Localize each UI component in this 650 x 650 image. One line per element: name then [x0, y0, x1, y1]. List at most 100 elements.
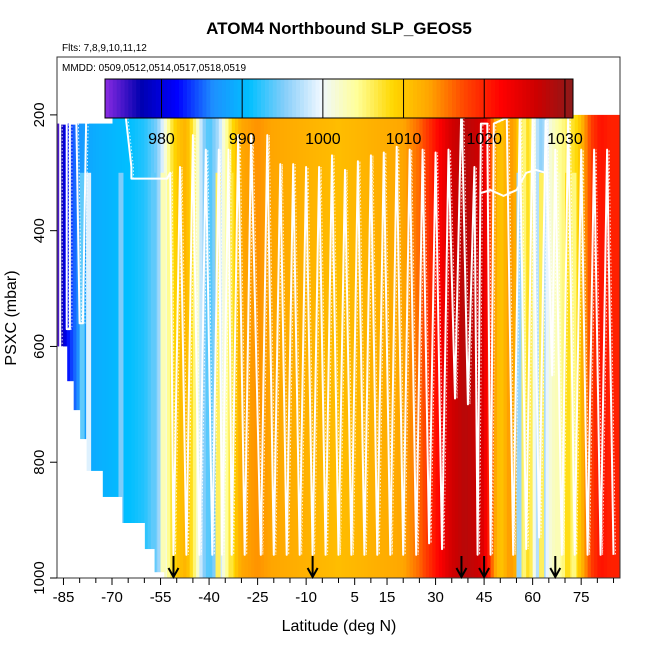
colorbar-segment	[300, 79, 305, 118]
heatmap-cell	[325, 57, 330, 578]
heatmap-cell	[95, 57, 100, 578]
colorbar-segment	[374, 79, 379, 118]
colorbar-segment	[311, 79, 317, 118]
heatmap-cell	[587, 57, 592, 578]
colorbar-segment	[194, 79, 200, 118]
colorbar-segment	[487, 79, 492, 118]
colorbar-segment	[105, 79, 110, 118]
colorbar-segment	[518, 79, 523, 118]
heatmap-cell	[241, 57, 246, 578]
colorbar-segment	[534, 79, 539, 118]
heatmap-cell	[412, 57, 417, 578]
heatmap-cell	[121, 57, 126, 578]
colorbar-segment	[358, 79, 363, 118]
colorbar-segment	[350, 79, 356, 118]
colorbar-tick-label: 1010	[386, 131, 422, 148]
heatmap-cell	[393, 57, 398, 578]
colorbar-segment	[175, 79, 180, 118]
heatmap-cell	[131, 57, 136, 578]
colorbar-segment	[537, 79, 543, 118]
colorbar-segment	[479, 79, 484, 118]
colorbar-segment	[444, 79, 449, 118]
heatmap-cell	[141, 57, 145, 578]
colorbar-segment	[459, 79, 465, 118]
colorbar-segment	[389, 79, 395, 118]
arrow-head	[306, 567, 319, 580]
heatmap-cell	[374, 57, 378, 578]
heatmap-cell	[361, 57, 365, 578]
mask-bottom	[86, 470, 103, 578]
heatmap-cell	[432, 57, 437, 578]
heatmap-band	[150, 172, 156, 578]
colorbar-segment	[557, 79, 562, 118]
heatmap-cell	[108, 57, 113, 578]
heatmap-cell	[558, 57, 563, 578]
heatmap-cell	[574, 57, 579, 578]
arrow-head	[455, 567, 468, 580]
colorbar-segment	[530, 79, 535, 118]
heatmap-cell	[461, 57, 466, 578]
colorbar-segment	[136, 79, 141, 118]
heatmap-cell	[315, 57, 320, 578]
heatmap-cell	[163, 57, 168, 578]
colorbar-segment	[155, 79, 161, 118]
heatmap-band	[215, 172, 221, 578]
colorbar-segment	[296, 79, 301, 118]
heatmap-cell	[390, 57, 395, 578]
colorbar-segment	[272, 79, 278, 118]
colorbar-segment	[498, 79, 504, 118]
colorbar-tick-label: 1020	[466, 131, 502, 148]
colorbar-segment	[467, 79, 473, 118]
colorbar-segment	[339, 79, 344, 118]
flight-tracks	[59, 99, 616, 556]
heatmap-cell	[335, 57, 340, 578]
y-tick-label: 600	[31, 334, 48, 359]
colorbar-segment	[319, 79, 324, 118]
colorbar-segment	[108, 79, 114, 118]
colorbar-segment	[569, 79, 574, 118]
dates-label: MMDD: 0509,0512,0514,0517,0518,0519	[62, 63, 246, 74]
colorbar-segment	[206, 79, 211, 118]
x-tick-label: -55	[150, 589, 172, 606]
heatmap-cell	[338, 57, 343, 578]
y-tick-label: 200	[31, 102, 48, 127]
colorbar-segment	[354, 79, 359, 118]
mask-top	[568, 57, 620, 115]
mask-top	[57, 57, 113, 124]
colorbar-segment	[245, 79, 250, 118]
colorbar-segment	[120, 79, 125, 118]
colorbar-segment	[186, 79, 192, 118]
heatmap-cell	[244, 57, 249, 578]
heatmap-cell	[251, 57, 255, 578]
colorbar-segment	[549, 79, 554, 118]
heatmap-cell	[377, 57, 382, 578]
colorbar-segment	[436, 79, 441, 118]
colorbar-segment	[128, 79, 133, 118]
heatmap-cell	[600, 57, 605, 578]
colorbar-tick-label: 1000	[305, 131, 341, 148]
x-tick-label: -10	[295, 589, 317, 606]
heatmap-cell	[545, 57, 550, 578]
colorbar-segment	[385, 79, 391, 118]
heatmap-cell	[128, 57, 133, 578]
colorbar-segment	[144, 79, 149, 118]
mask-bottom	[57, 346, 68, 578]
colorbar-segment	[331, 79, 336, 118]
x-tick-label: -25	[247, 589, 269, 606]
heatmap-cell	[63, 57, 68, 578]
heatmap-band	[555, 172, 561, 578]
colorbar-segment	[483, 79, 488, 118]
colorbar-segment	[225, 79, 231, 118]
colorbar-segment	[495, 79, 500, 118]
mask-bottom	[154, 572, 165, 578]
colorbar-segment	[116, 79, 122, 118]
heatmap-cell	[186, 57, 191, 578]
colorbar-segment	[526, 79, 531, 118]
heatmap-cell	[513, 57, 518, 578]
colorbar-segment	[561, 79, 566, 118]
heatmap-cell	[341, 57, 346, 578]
heatmap-cell	[526, 57, 531, 578]
heatmap-band	[86, 172, 92, 578]
heatmap-cell	[82, 57, 87, 578]
